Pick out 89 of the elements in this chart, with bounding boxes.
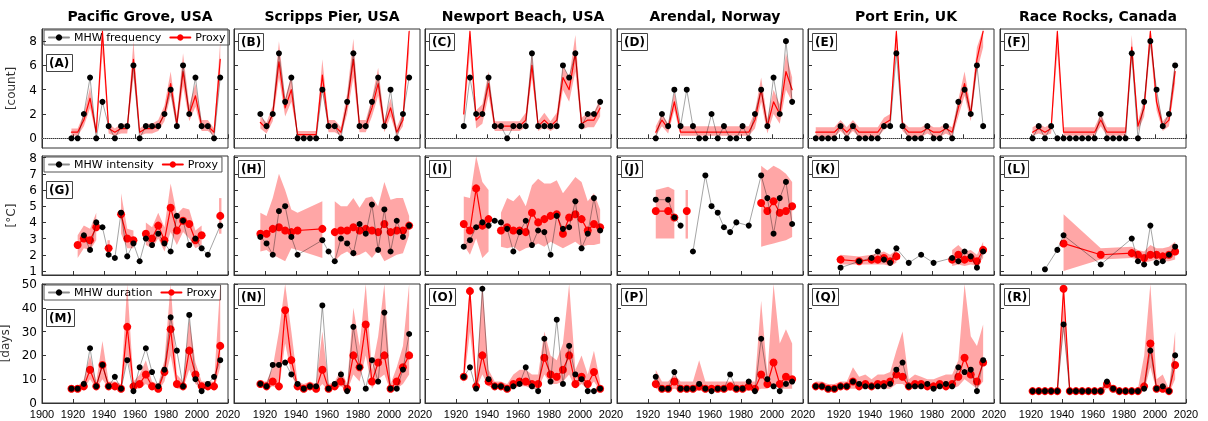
x-tick-label: 1900 [29, 407, 55, 420]
y-tick-label: 20 [21, 348, 37, 363]
y-tick-label: 4 [29, 215, 37, 230]
chart-title: Port Erin, UK [855, 8, 959, 24]
y-tick-label: 50 [21, 277, 37, 291]
chart-title: Race Rocks, Canada [1018, 8, 1178, 24]
annotation: (Q) [815, 290, 837, 304]
legend-label: Proxy [187, 158, 219, 171]
y-tick-label: 3 [29, 231, 37, 246]
x-tick-label: 1960 [697, 407, 723, 420]
y-tick-label: 0 [29, 131, 37, 146]
x-tick-label: 1940 [283, 407, 309, 420]
y-tick-label: 5 [29, 199, 37, 214]
x-tick-label: 1920 [635, 407, 661, 420]
annotation: (O) [432, 290, 454, 304]
annotation: (D) [624, 35, 645, 49]
legend-label: Proxy [186, 286, 218, 299]
x-tick-label: 2020 [1173, 407, 1199, 420]
x-tick-label: 1940 [1049, 407, 1075, 420]
x-tick-label: 2000 [1142, 407, 1168, 420]
x-tick-label: 2000 [376, 407, 402, 420]
legend-label: MHW intensity [74, 158, 155, 171]
annotation: (K) [815, 162, 836, 176]
chart-title: Pacific Grove, USA [67, 8, 213, 24]
x-tick-label: 1940 [666, 407, 692, 420]
x-tick-label: 1920 [826, 407, 852, 420]
x-tick-label: 1920 [252, 407, 278, 420]
chart-title: Arendal, Norway [649, 8, 781, 24]
x-tick-label: 1980 [728, 407, 754, 420]
x-tick-label: 2020 [790, 407, 816, 420]
x-tick-label: 2020 [215, 407, 241, 420]
y-tick-label: 8 [29, 34, 37, 49]
annotation: (E) [815, 35, 835, 49]
x-tick-label: 1980 [1111, 407, 1137, 420]
x-tick-label: 2020 [407, 407, 433, 420]
x-tick-label: 1960 [1080, 407, 1106, 420]
annotation: (A) [49, 56, 70, 70]
x-tick-label: 1960 [888, 407, 914, 420]
x-tick-label: 2000 [184, 407, 210, 420]
annotation: (H) [241, 162, 263, 176]
y-tick-label: 30 [21, 324, 37, 339]
annotation: (G) [49, 183, 70, 197]
x-tick-label: 1960 [505, 407, 531, 420]
y-axis-title: [days] [0, 324, 12, 363]
x-tick-label: 1920 [443, 407, 469, 420]
y-tick-label: 2 [29, 247, 37, 262]
x-tick-label: 2000 [759, 407, 785, 420]
legend-label: Proxy [195, 31, 226, 44]
y-tick-label: 1 [29, 263, 37, 278]
y-axis-title: [count] [4, 66, 18, 111]
annotation: (F) [1007, 35, 1027, 49]
legend-label: MHW duration [74, 286, 153, 299]
y-tick-label: 2 [29, 107, 37, 121]
x-tick-label: 1940 [474, 407, 500, 420]
chart-title: Newport Beach, USA [441, 8, 605, 24]
x-tick-label: 1980 [536, 407, 562, 420]
y-tick-label: 8 [29, 150, 37, 165]
x-tick-label: 2000 [950, 407, 976, 420]
x-tick-label: 2020 [598, 407, 624, 420]
y-tick-label: 4 [29, 82, 37, 97]
annotation: (I) [432, 162, 448, 176]
y-axis-title: [°C] [4, 203, 18, 228]
annotation: (C) [432, 35, 452, 49]
annotation: (J) [624, 162, 640, 176]
x-tick-label: 2020 [981, 407, 1007, 420]
legend-label: MHW frequency [74, 31, 162, 44]
y-tick-label: 7 [29, 166, 37, 181]
annotation: (L) [1007, 162, 1026, 176]
y-tick-label: 6 [29, 183, 37, 197]
x-tick-label: 2000 [567, 407, 593, 420]
x-tick-label: 1980 [919, 407, 945, 420]
x-tick-label: 1980 [345, 407, 371, 420]
y-tick-label: 10 [21, 372, 37, 387]
x-tick-label: 1980 [153, 407, 179, 420]
x-tick-label: 1920 [1018, 407, 1044, 420]
annotation: (N) [241, 290, 263, 304]
annotation: (P) [624, 290, 644, 304]
x-tick-label: 1960 [314, 407, 340, 420]
x-tick-label: 1940 [857, 407, 883, 420]
x-tick-label: 1920 [60, 407, 86, 420]
x-tick-label: 1960 [122, 407, 148, 420]
annotation: (M) [49, 311, 72, 325]
y-tick-label: 6 [29, 58, 37, 73]
y-tick-label: 0 [29, 396, 37, 410]
annotation: (R) [1007, 290, 1028, 304]
y-tick-label: 40 [21, 300, 37, 315]
x-tick-label: 1940 [91, 407, 117, 420]
chart-title: Scripps Pier, USA [264, 8, 400, 24]
annotation: (B) [241, 35, 262, 49]
